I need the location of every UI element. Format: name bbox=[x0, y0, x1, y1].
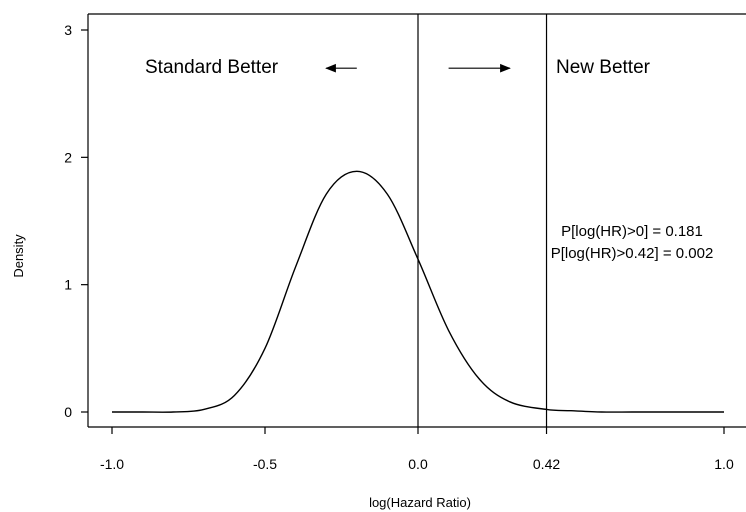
reference-lines bbox=[417, 14, 548, 427]
x-tick-label: -1.0 bbox=[100, 456, 124, 472]
y-tick-label: 1 bbox=[64, 277, 72, 293]
x-tick-label: -0.5 bbox=[253, 456, 277, 472]
density-curve bbox=[112, 170, 724, 413]
probability-annotation-1: P[log(HR)>0] = 0.181 bbox=[561, 223, 703, 240]
standard-better-label: Standard Better bbox=[145, 57, 279, 78]
x-tick-label: 0.0 bbox=[408, 456, 428, 472]
x-tick-label: 0.42 bbox=[533, 456, 560, 472]
y-tick-label: 0 bbox=[64, 404, 72, 420]
new-better-label: New Better bbox=[556, 57, 651, 78]
probability-annotation-2: P[log(HR)>0.42] = 0.002 bbox=[551, 245, 714, 262]
y-tick-label: 3 bbox=[64, 22, 72, 38]
axis-ticks: -1.0 -0.5 0.0 0.42 1.0 0 1 2 3 bbox=[64, 22, 734, 472]
x-axis-label: log(Hazard Ratio) bbox=[369, 495, 471, 510]
y-axis-label: Density bbox=[11, 234, 26, 278]
x-tick-label: 1.0 bbox=[714, 456, 734, 472]
y-tick-label: 2 bbox=[64, 149, 72, 165]
